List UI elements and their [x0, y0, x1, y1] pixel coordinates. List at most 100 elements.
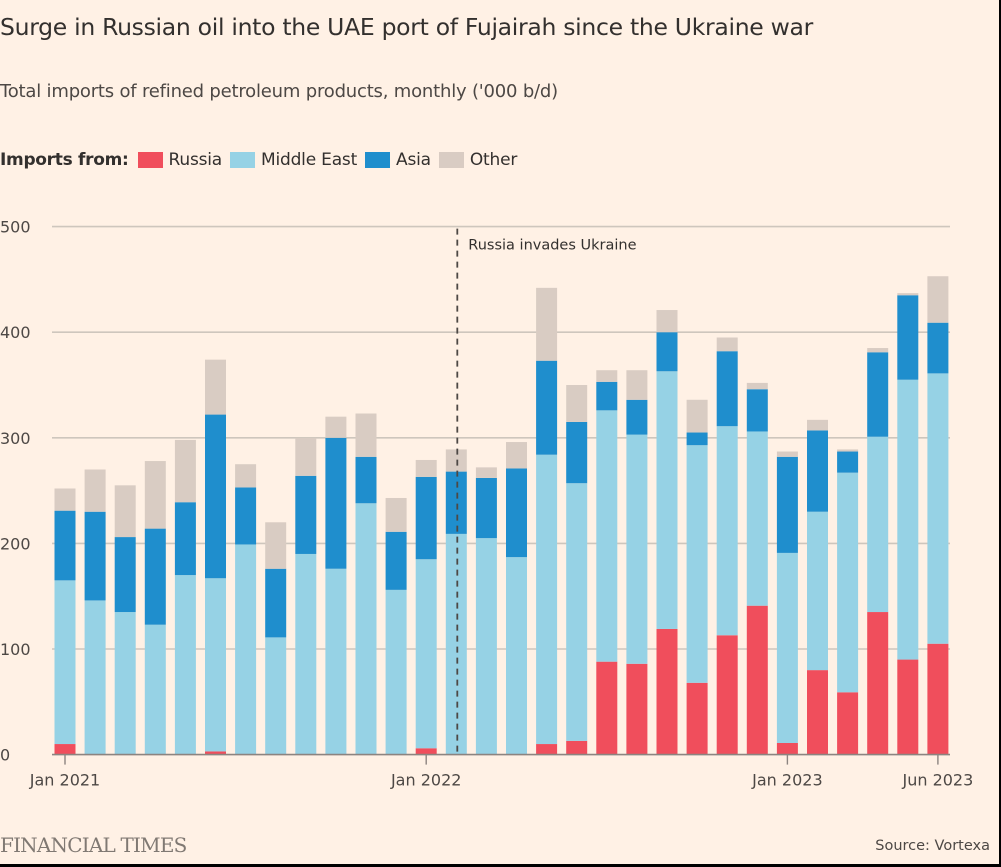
- bar-asia: [867, 352, 889, 437]
- bar-asia: [506, 468, 527, 558]
- bar-stack-sep-2022: [656, 310, 678, 755]
- bar-middle-east: [897, 379, 919, 660]
- bar-asia: [174, 502, 196, 576]
- bar-stack-oct-2022: [686, 399, 708, 755]
- bar-stack-nov-2021: [355, 413, 377, 755]
- bar-stack-jun-2023: [927, 276, 949, 755]
- bar-middle-east: [536, 454, 558, 745]
- ft-logo: FINANCIAL TIMES: [0, 833, 187, 857]
- bar-asia: [415, 476, 437, 560]
- bar-stack-apr-2022: [506, 442, 527, 755]
- bar-russia: [867, 612, 889, 755]
- bar-middle-east: [144, 624, 166, 755]
- x-axis: Jan 2021 Jan 2022 Jan 2023 Jun 2023: [29, 753, 973, 790]
- legend-swatch-other: [438, 152, 464, 168]
- bar-other: [205, 359, 226, 415]
- bar-other: [867, 348, 889, 353]
- legend-item-middle-east: Middle East: [230, 150, 357, 170]
- bar-asia: [776, 456, 798, 553]
- bar-other: [475, 467, 497, 478]
- bar-russia: [205, 751, 226, 755]
- bar-other: [927, 276, 949, 323]
- bar-stack-dec-2021: [385, 497, 407, 755]
- chart-subtitle: Total imports of refined petroleum produ…: [0, 81, 558, 102]
- bar-asia: [475, 477, 497, 539]
- bar-other: [716, 337, 738, 352]
- bar-other: [566, 385, 588, 422]
- x-tick-label: Jun 2023: [901, 771, 973, 790]
- bar-asia: [927, 322, 949, 374]
- bar-middle-east: [807, 511, 828, 671]
- bar-middle-east: [837, 472, 859, 693]
- bar-other: [776, 451, 798, 457]
- bar-stack-oct-2021: [325, 416, 347, 755]
- bar-middle-east: [265, 637, 287, 755]
- bar-russia: [897, 659, 919, 755]
- bar-middle-east: [295, 553, 317, 755]
- bar-russia: [776, 742, 798, 755]
- legend-swatch-asia: [365, 152, 391, 168]
- bar-russia: [837, 692, 859, 755]
- bar-asia: [84, 511, 106, 601]
- bar-middle-east: [656, 371, 678, 629]
- legend-swatch-russia: [137, 152, 163, 168]
- bar-other: [415, 459, 437, 477]
- bar-other: [536, 287, 558, 361]
- gridlines: [52, 225, 950, 650]
- bar-other: [114, 485, 136, 538]
- legend-label: Imports from:: [0, 150, 129, 170]
- legend-text-middle-east: Middle East: [261, 150, 358, 170]
- bar-stack-apr-2021: [144, 461, 166, 755]
- legend-item-other: Other: [438, 150, 518, 170]
- source-note: Source: Vortexa: [875, 838, 990, 854]
- bar-other: [746, 382, 768, 390]
- legend-item-asia: Asia: [365, 150, 431, 170]
- bar-russia: [716, 635, 738, 755]
- bar-stack-jun-2022: [566, 385, 588, 755]
- bar-stack-dec-2022: [746, 382, 768, 755]
- bar-russia: [566, 740, 588, 755]
- y-tick-label-200: 200: [0, 534, 31, 553]
- bar-asia: [54, 510, 76, 581]
- bar-stack-nov-2022: [716, 337, 738, 755]
- legend-swatch-middle-east: [230, 152, 255, 168]
- bar-stack-mar-2022: [475, 467, 497, 755]
- bar-asia: [144, 528, 166, 625]
- bar-stack-jan-2023: [776, 451, 798, 755]
- bar-other: [325, 416, 347, 438]
- bar-asia: [837, 451, 859, 473]
- bar-other: [144, 461, 166, 529]
- bar-asia: [205, 414, 226, 579]
- bar-stack-sep-2021: [295, 437, 317, 755]
- bar-asia: [656, 332, 678, 372]
- bar-asia: [536, 360, 558, 455]
- bar-other: [295, 437, 317, 476]
- bar-stack-jul-2021: [235, 464, 257, 755]
- y-tick-label-500: 500: [0, 218, 31, 237]
- bar-middle-east: [174, 575, 196, 755]
- bar-asia: [265, 568, 287, 638]
- bar-middle-east: [596, 410, 618, 662]
- bar-middle-east: [54, 580, 76, 745]
- bar-stack-may-2023: [897, 293, 919, 755]
- bar-stack-jan-2021: [54, 488, 76, 755]
- bar-stack-feb-2023: [807, 419, 828, 755]
- legend-text-other: Other: [469, 150, 518, 170]
- bar-asia: [445, 471, 467, 534]
- bar-other: [897, 293, 919, 296]
- bar-stack-feb-2022: [445, 449, 467, 755]
- bar-russia: [54, 744, 76, 755]
- bar-russia: [746, 605, 768, 755]
- bar-stack-aug-2021: [265, 522, 287, 755]
- bar-asia: [114, 537, 136, 613]
- bar-other: [837, 449, 859, 452]
- bar-asia: [897, 295, 919, 380]
- bar-stack-feb-2021: [84, 469, 106, 755]
- bar-middle-east: [385, 589, 407, 755]
- bars: [54, 276, 949, 755]
- bar-middle-east: [205, 578, 226, 752]
- bar-middle-east: [506, 557, 527, 755]
- y-tick-label-300: 300: [0, 429, 31, 448]
- y-tick-label-0: 0: [0, 746, 10, 765]
